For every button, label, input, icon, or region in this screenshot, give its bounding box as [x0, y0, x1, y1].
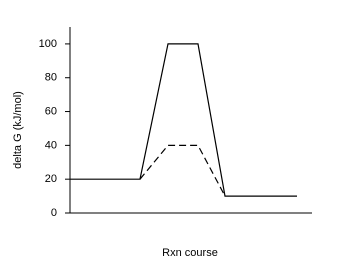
y-tick-label: 40 — [45, 139, 57, 151]
y-axis-label: delta G (kJ/mol) — [12, 91, 24, 169]
y-tick-label: 20 — [45, 173, 57, 185]
y-tick-label: 100 — [39, 38, 57, 50]
series-line — [139, 144, 226, 197]
y-tick-label: 60 — [45, 105, 57, 117]
y-tick-label: 0 — [51, 207, 57, 219]
series-line — [70, 43, 297, 197]
y-tick-label: 80 — [45, 72, 57, 84]
x-axis-label: Rxn course — [162, 247, 218, 259]
